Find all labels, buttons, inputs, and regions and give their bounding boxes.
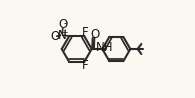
Text: +: + (61, 28, 68, 37)
Text: NH: NH (96, 41, 113, 54)
Text: O: O (90, 28, 99, 41)
Text: F: F (82, 59, 89, 72)
Text: O: O (50, 30, 59, 43)
Text: -: - (63, 18, 67, 28)
Text: F: F (82, 26, 89, 39)
Text: N: N (58, 29, 67, 42)
Text: O: O (58, 18, 67, 31)
